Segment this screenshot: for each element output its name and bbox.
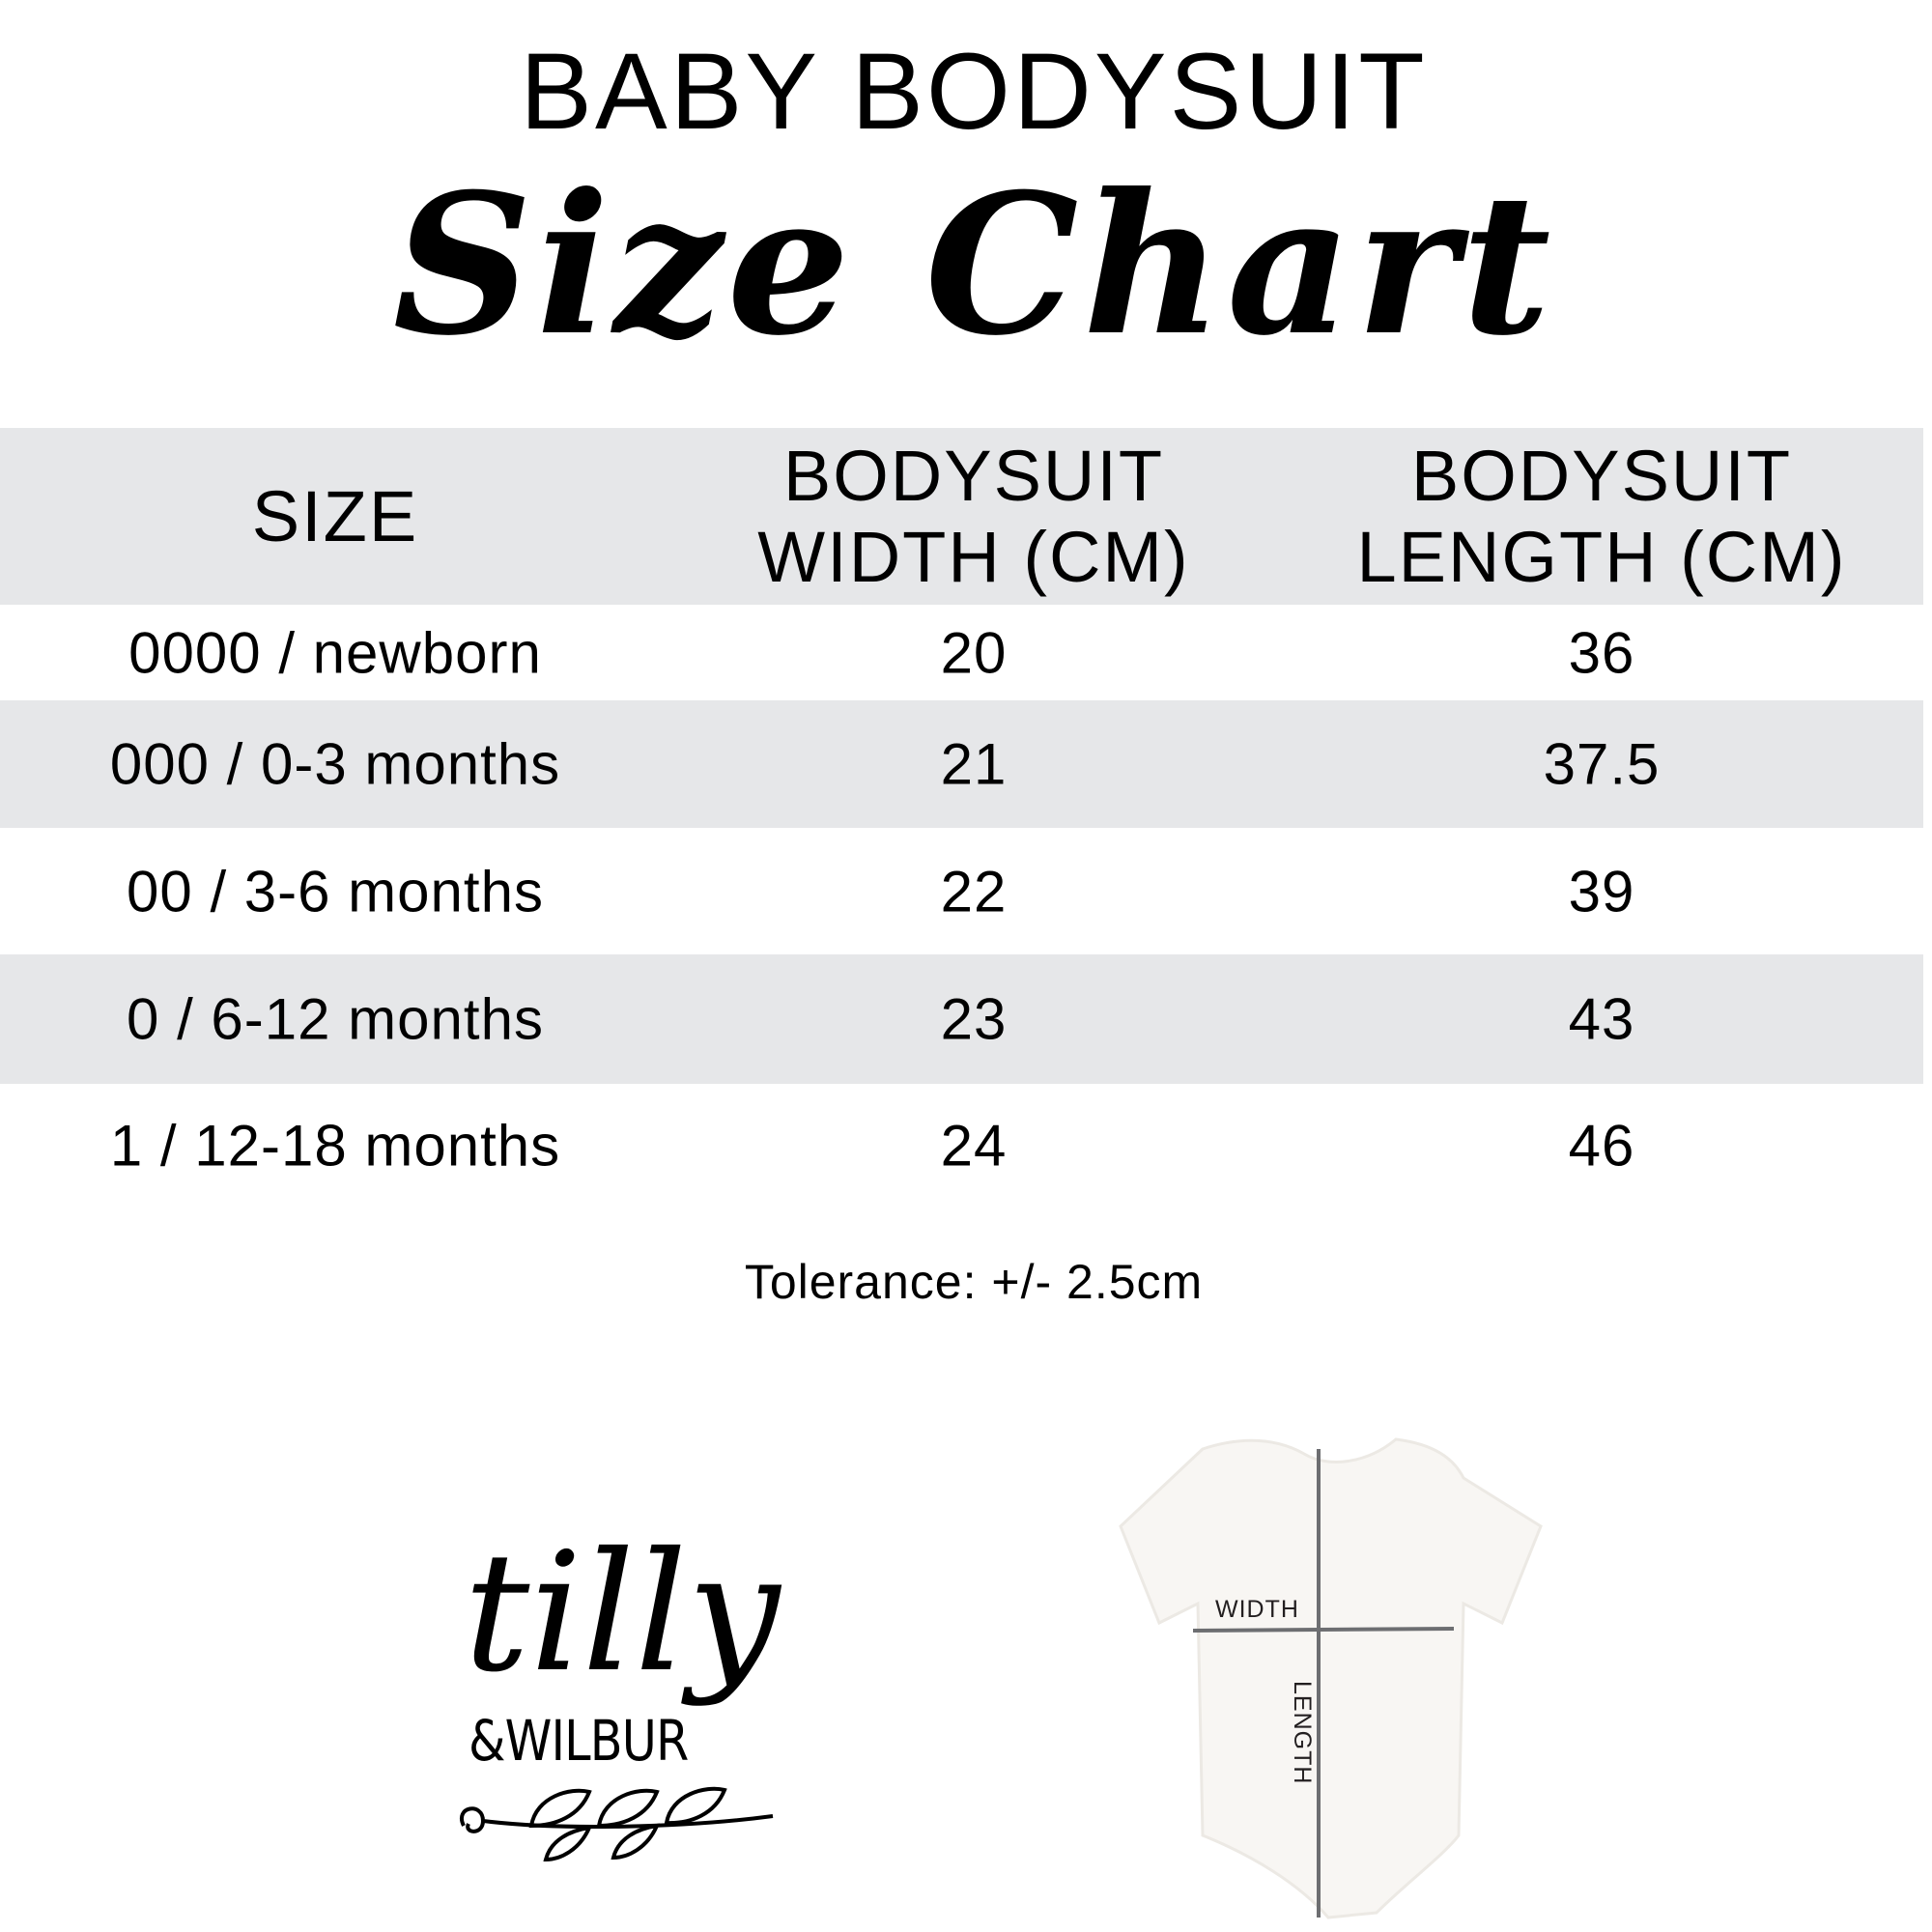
width-cell: 22 bbox=[940, 859, 1008, 923]
width-label: WIDTH bbox=[1215, 1596, 1299, 1623]
header-size: SIZE bbox=[251, 475, 419, 556]
logo-text-wilbur: &WILBUR bbox=[469, 1708, 689, 1774]
table-row: 0000 / newborn 20 36 bbox=[0, 605, 1923, 700]
size-cell: 0 / 6-12 months bbox=[127, 986, 544, 1052]
table-row: 00 / 3-6 months 22 39 bbox=[0, 828, 1923, 954]
size-cell: 0000 / newborn bbox=[128, 620, 542, 685]
width-cell: 23 bbox=[940, 986, 1008, 1052]
size-cell: 1 / 12-18 months bbox=[109, 1113, 561, 1179]
length-cell: 39 bbox=[1568, 859, 1635, 923]
table-row: 1 / 12-18 months 24 46 bbox=[0, 1084, 1923, 1208]
width-cell: 24 bbox=[940, 1113, 1008, 1179]
header-width-line2: WIDTH (CM) bbox=[757, 516, 1190, 597]
table-row: 0 / 6-12 months 23 43 bbox=[0, 954, 1923, 1084]
bodysuit-illustration bbox=[1119, 1437, 1543, 1919]
logo-text-tilly: tilly bbox=[464, 1518, 781, 1709]
width-cell: 21 bbox=[940, 731, 1008, 797]
header-length: BODYSUIT LENGTH (CM) bbox=[1356, 436, 1846, 598]
length-cell: 46 bbox=[1568, 1113, 1635, 1179]
width-cell: 20 bbox=[940, 620, 1008, 685]
length-label: LENGTH bbox=[1289, 1681, 1316, 1785]
header-width-line1: BODYSUIT bbox=[782, 435, 1165, 516]
length-cell: 37.5 bbox=[1543, 731, 1661, 797]
brand-logo: tilly &WILBUR bbox=[444, 1518, 792, 1864]
size-cell: 00 / 3-6 months bbox=[127, 859, 544, 923]
header-width: BODYSUIT WIDTH (CM) bbox=[757, 436, 1189, 598]
length-cell: 36 bbox=[1568, 620, 1635, 685]
subheading: Size Chart bbox=[392, 152, 1555, 379]
header-length-line2: LENGTH (CM) bbox=[1356, 516, 1847, 597]
table-header: SIZE BODYSUIT WIDTH (CM) BODYSUIT LENGTH… bbox=[0, 428, 1923, 605]
table-row: 000 / 0-3 months 21 37.5 bbox=[0, 700, 1923, 828]
size-cell: 000 / 0-3 months bbox=[109, 731, 561, 797]
leaf-branch-icon bbox=[460, 1786, 774, 1862]
tolerance-note: Tolerance: +/- 2.5cm bbox=[744, 1255, 1204, 1309]
header-length-line1: BODYSUIT bbox=[1410, 435, 1793, 516]
length-cell: 43 bbox=[1568, 986, 1635, 1052]
heading: BABY BODYSUIT bbox=[520, 31, 1428, 152]
bodysuit-diagram: WIDTH LENGTH bbox=[1087, 1430, 1550, 1927]
